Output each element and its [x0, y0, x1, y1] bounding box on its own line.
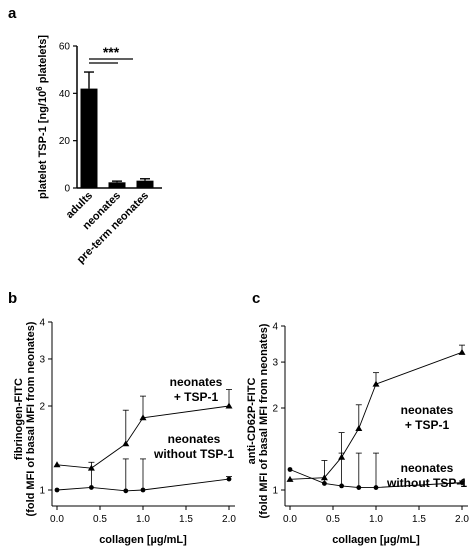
- y-tick-label: 2: [272, 404, 278, 415]
- y-tick-label: 3: [272, 358, 278, 369]
- series-annotation: + TSP-1: [405, 418, 450, 432]
- data-point-circle: [140, 487, 146, 493]
- data-point-triangle: [53, 461, 61, 468]
- y-axis-label: platelet TSP-1 [ng/106 platelets]: [35, 35, 49, 199]
- data-point-circle: [123, 488, 129, 494]
- data-point-circle: [459, 480, 465, 486]
- panel-label-c: c: [252, 290, 260, 307]
- series-line-with-tsp1: [289, 351, 463, 480]
- y-tick-label: 0: [64, 184, 70, 195]
- y-axis-label-units: (fold MFI of basal MFI from neonates): [25, 321, 37, 516]
- y-axis-label-units: (fold MFI of basal MFI from neonates): [258, 323, 270, 518]
- series-annotation: neonates: [170, 375, 223, 389]
- data-point-circle: [373, 485, 379, 490]
- x-tick-label: 1.5: [412, 514, 426, 525]
- bar-neonates: [108, 182, 126, 188]
- panel-label-b: b: [8, 290, 17, 307]
- x-axis-label: collagen [µg/mL]: [332, 534, 420, 546]
- y-tick-label: 20: [59, 136, 71, 147]
- chart-panel-b: 1 2 3 4 0.0 0.5 1.0 1.5 2.0 collagen [µg/mL] fibri…: [13, 318, 236, 547]
- data-point-triangle: [122, 440, 130, 447]
- data-point-triangle: [286, 475, 294, 482]
- y-axis-label: anti-CD62P-FITC: [246, 378, 258, 465]
- y-axis-label: fibrinogen-FITC: [13, 378, 25, 460]
- y-tick-label: 40: [59, 89, 71, 100]
- y-tick-label: 4: [272, 322, 278, 333]
- x-tick-label: 0.0: [283, 514, 297, 525]
- data-point-triangle: [355, 425, 363, 431]
- bar-adults: [80, 88, 98, 188]
- data-point-circle: [287, 467, 293, 472]
- x-tick-label: 0.5: [93, 514, 107, 525]
- data-point-triangle: [372, 380, 380, 387]
- x-tick-label: 2.0: [222, 514, 236, 525]
- y-tick-label: 60: [59, 42, 71, 53]
- data-point-circle: [339, 483, 344, 489]
- data-point-circle: [89, 485, 94, 490]
- y-axis-label-superscript: 6: [35, 86, 44, 91]
- data-point-triangle: [225, 402, 233, 409]
- series-annotation: without TSP-1: [153, 447, 234, 461]
- chart-panel-c: 1 2 3 4 0.0 0.5 1.0 1.5 2.0 collagen [µg/mL] anti-…: [246, 322, 469, 547]
- y-tick-label: 1: [272, 486, 278, 497]
- x-tick-label: 1.0: [369, 514, 383, 525]
- series-annotation: neonates: [168, 432, 221, 446]
- chart-panel-a: 0 20 40 60 platelet TSP-1 [ng/106 platelets]…: [35, 35, 162, 266]
- x-tick-label: 1.0: [136, 514, 150, 525]
- x-tick-label: 0.0: [50, 514, 64, 525]
- data-point-triangle: [458, 348, 466, 355]
- y-tick-label: 2: [39, 402, 45, 413]
- data-point-circle: [356, 485, 362, 490]
- data-point-circle: [226, 476, 232, 482]
- series-annotation: without TSP-1: [386, 476, 467, 490]
- data-point-circle: [54, 487, 60, 493]
- x-tick-label: 2.0: [455, 514, 469, 525]
- y-tick-label: 1: [39, 486, 45, 497]
- bar-pre-term-neonates: [136, 180, 154, 188]
- y-tick-label: 3: [39, 354, 45, 365]
- y-tick-label: 4: [39, 318, 45, 329]
- series-annotation: neonates: [401, 403, 454, 417]
- x-axis-label: collagen [µg/mL]: [99, 534, 187, 546]
- y-axis-label-part: platelet TSP-1 [ng/10: [37, 91, 49, 199]
- data-point-triangle: [139, 414, 147, 421]
- x-tick-label: 1.5: [179, 514, 193, 525]
- y-axis-label-part: platelets]: [37, 35, 49, 87]
- significance-stars: ***: [103, 44, 120, 60]
- series-line-without-tsp1: [289, 469, 463, 488]
- data-point-circle: [322, 481, 327, 486]
- series-annotation: + TSP-1: [174, 390, 219, 404]
- x-tick-label: 0.5: [326, 514, 340, 525]
- series-annotation: neonates: [401, 461, 454, 475]
- panel-label-a: a: [8, 5, 17, 22]
